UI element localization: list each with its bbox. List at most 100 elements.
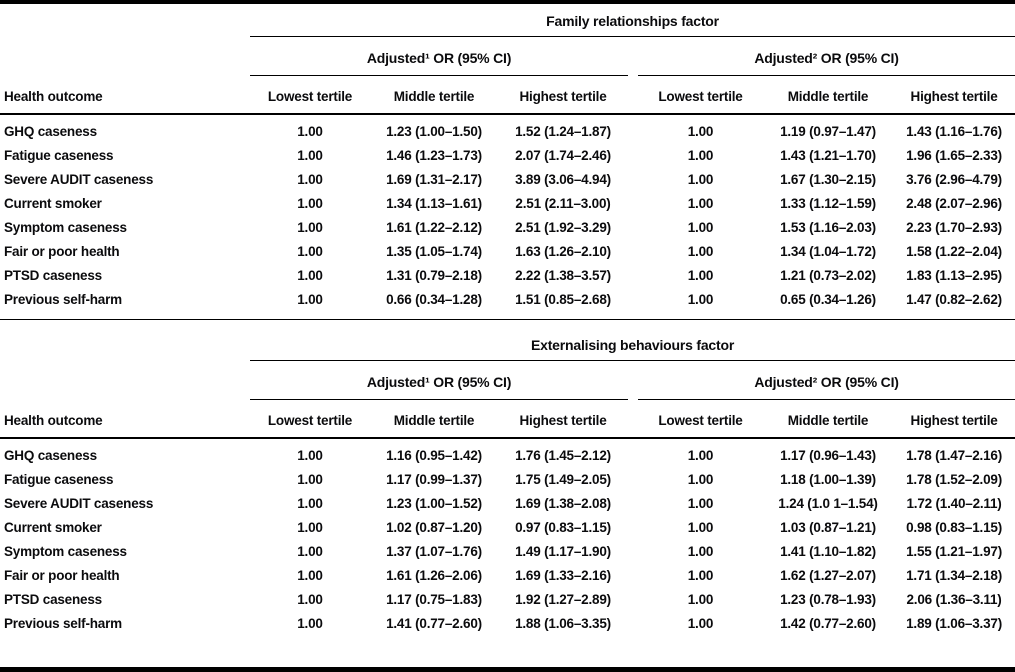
health-outcome-header: Health outcome — [0, 399, 250, 439]
or-value-cell: 1.76 (1.45–2.12) — [515, 448, 611, 463]
family-relationships-table: Family relationships factor Adjusted¹ OR… — [0, 4, 1015, 312]
factor-title-row: Externalising behaviours factor — [0, 320, 1015, 361]
section-externalising-behaviours: Externalising behaviours factor Adjusted… — [0, 320, 1015, 667]
middle-tertile-header: Middle tertile — [370, 75, 498, 115]
or-value-cell: 2.51 (2.11–3.00) — [515, 196, 611, 211]
or-value-cell: 1.00 — [297, 496, 323, 511]
or-value-cell: 2.06 (1.36–3.11) — [906, 592, 1002, 607]
or-value-cell: 1.96 (1.65–2.33) — [906, 148, 1002, 163]
or-value-cell: 1.52 (1.24–1.87) — [515, 124, 611, 139]
factor-title-row: Family relationships factor — [0, 4, 1015, 37]
or-value-cell: 1.23 (0.78–1.93) — [780, 592, 876, 607]
or-value-cell: 1.00 — [687, 472, 714, 487]
or-value-cell: 1.21 (0.73–2.02) — [780, 268, 876, 283]
or-value-cell: 1.41 (0.77–2.60) — [386, 616, 482, 631]
or-value-cell: 1.00 — [297, 124, 323, 139]
column-gap — [628, 564, 638, 588]
adjusted1-header: Adjusted¹ OR (95% CI) — [250, 360, 628, 400]
or-value-cell: 1.41 (1.10–1.82) — [780, 544, 876, 559]
row-label: PTSD caseness — [4, 592, 102, 607]
or-value-cell: 1.78 (1.47–2.16) — [906, 448, 1002, 463]
column-gap — [628, 438, 638, 468]
column-gap — [628, 168, 638, 192]
table-row: Fatigue caseness 1.00 1.46 (1.23–1.73) 2.07… — [0, 144, 1015, 168]
row-label: GHQ caseness — [4, 448, 97, 463]
middle-tertile-header: Middle tertile — [763, 75, 893, 115]
row-label: Symptom caseness — [4, 544, 127, 559]
column-gap — [628, 240, 638, 264]
table-row: Fair or poor health 1.00 1.35 (1.05–1.74) 1… — [0, 240, 1015, 264]
or-value-cell: 1.34 (1.13–1.61) — [386, 196, 482, 211]
stub-cell — [0, 361, 250, 400]
or-value-cell: 1.17 (0.75–1.83) — [386, 592, 482, 607]
lowest-tertile-header: Lowest tertile — [638, 399, 763, 439]
or-value-cell: 1.02 (0.87–1.20) — [386, 520, 482, 535]
row-label: Symptom caseness — [4, 220, 127, 235]
table-row: Severe AUDIT caseness 1.00 1.23 (1.00–1.52… — [0, 492, 1015, 516]
or-value-cell: 1.47 (0.82–2.62) — [906, 292, 1002, 307]
or-value-cell: 1.00 — [687, 172, 714, 187]
group-header-row: Adjusted¹ OR (95% CI) Adjusted² OR (95% … — [0, 36, 1015, 76]
factor-title: Family relationships factor — [250, 4, 1015, 37]
adjusted1-header: Adjusted¹ OR (95% CI) — [250, 36, 628, 76]
or-value-cell: 2.51 (1.92–3.29) — [515, 220, 611, 235]
or-value-cell: 1.46 (1.23–1.73) — [386, 148, 482, 163]
group-header-row: Adjusted¹ OR (95% CI) Adjusted² OR (95% … — [0, 360, 1015, 400]
column-gap — [628, 288, 638, 312]
or-value-cell: 1.00 — [687, 616, 714, 631]
column-gap — [628, 264, 638, 288]
row-label: Severe AUDIT caseness — [4, 496, 154, 511]
or-value-cell: 1.33 (1.12–1.59) — [780, 196, 876, 211]
or-value-cell: 1.00 — [687, 244, 714, 259]
or-value-cell: 1.00 — [297, 568, 323, 583]
or-value-cell: 1.16 (0.95–1.42) — [386, 448, 482, 463]
or-value-cell: 1.00 — [297, 196, 323, 211]
section-family-relationships: Family relationships factor Adjusted¹ OR… — [0, 4, 1015, 320]
or-value-cell: 1.24 (1.0 1–1.54) — [778, 496, 878, 511]
or-value-cell: 1.31 (0.79–2.18) — [386, 268, 482, 283]
or-value-cell: 1.03 (0.87–1.21) — [780, 520, 876, 535]
or-value-cell: 3.89 (3.06–4.94) — [515, 172, 611, 187]
or-value-cell: 1.00 — [297, 616, 323, 631]
table-row: Current smoker 1.00 1.34 (1.13–1.61) 2.51 (… — [0, 192, 1015, 216]
row-label: PTSD caseness — [4, 268, 102, 283]
table-row: Fatigue caseness 1.00 1.17 (0.99–1.37) 1.75… — [0, 468, 1015, 492]
or-value-cell: 1.75 (1.49–2.05) — [515, 472, 611, 487]
column-header-row: Health outcome Lowest tertile Middle ter… — [0, 75, 1015, 115]
or-value-cell: 3.76 (2.96–4.79) — [906, 172, 1002, 187]
column-gap — [628, 612, 638, 636]
or-value-cell: 1.00 — [687, 496, 714, 511]
table-row: Severe AUDIT caseness 1.00 1.69 (1.31–2.17… — [0, 168, 1015, 192]
factor-title: Externalising behaviours factor — [250, 320, 1015, 361]
lowest-tertile-header: Lowest tertile — [638, 75, 763, 115]
table-row: Symptom caseness 1.00 1.37 (1.07–1.76) 1.49… — [0, 540, 1015, 564]
or-value-cell: 1.00 — [687, 448, 714, 463]
lowest-tertile-header: Lowest tertile — [250, 399, 370, 439]
or-value-cell: 1.61 (1.22–2.12) — [386, 220, 482, 235]
or-value-cell: 1.00 — [297, 244, 323, 259]
middle-tertile-header: Middle tertile — [763, 399, 893, 439]
table-row: Previous self-harm 1.00 1.41 (0.77–2.60) 1.… — [0, 612, 1015, 636]
stub-cell — [0, 4, 250, 37]
column-gap — [628, 468, 638, 492]
row-label: Previous self-harm — [4, 292, 122, 307]
or-value-cell: 1.92 (1.27–2.89) — [515, 592, 611, 607]
column-gap — [628, 492, 638, 516]
or-value-cell: 1.00 — [687, 148, 714, 163]
table-row: Symptom caseness 1.00 1.61 (1.22–2.12) 2.51… — [0, 216, 1015, 240]
adjusted2-header: Adjusted² OR (95% CI) — [638, 36, 1015, 76]
stub-cell — [0, 37, 250, 76]
highest-tertile-header: Highest tertile — [498, 399, 628, 439]
or-value-cell: 1.43 (1.16–1.76) — [906, 124, 1002, 139]
or-value-cell: 1.17 (0.99–1.37) — [386, 472, 482, 487]
column-gap — [628, 516, 638, 540]
highest-tertile-header: Highest tertile — [893, 399, 1015, 439]
or-value-cell: 1.00 — [687, 292, 714, 307]
adjusted2-header: Adjusted² OR (95% CI) — [638, 360, 1015, 400]
or-value-cell: 2.22 (1.38–3.57) — [515, 268, 611, 283]
or-value-cell: 1.19 (0.97–1.47) — [780, 124, 876, 139]
or-value-cell: 2.07 (1.74–2.46) — [515, 148, 611, 163]
family-relationships-body: GHQ caseness 1.00 1.23 (1.00–1.50) 1.52 (1.… — [0, 114, 1015, 312]
column-gap — [628, 361, 638, 400]
column-header-row: Health outcome Lowest tertile Middle ter… — [0, 399, 1015, 439]
